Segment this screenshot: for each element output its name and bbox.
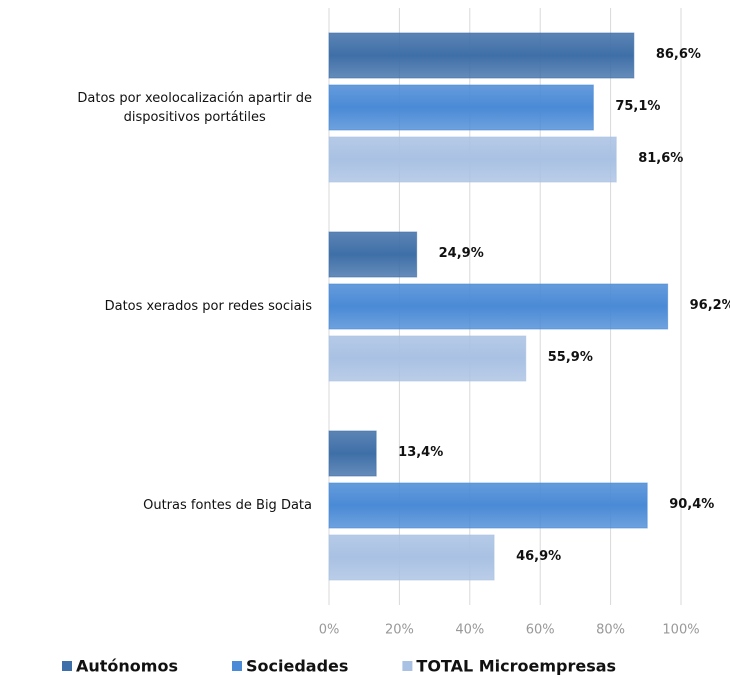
bar	[328, 534, 495, 581]
value-label: 81,6%	[638, 151, 683, 166]
category-label: Outras fontes de Big Data	[143, 498, 312, 513]
value-label: 86,6%	[656, 47, 701, 62]
x-tick-label: 100%	[662, 623, 699, 638]
bar	[328, 136, 617, 183]
x-tick-label: 80%	[596, 623, 625, 638]
bar	[328, 84, 594, 131]
legend-label: Sociedades	[246, 657, 348, 676]
value-label: 55,9%	[548, 350, 593, 365]
x-tick-label: 40%	[455, 623, 484, 638]
value-label: 75,1%	[615, 99, 660, 114]
category-label: Datos por xeolocalización apartir de disp…	[77, 91, 312, 125]
legend-swatch	[62, 661, 72, 671]
value-label: 13,4%	[398, 445, 443, 460]
bar	[328, 430, 377, 477]
bar	[328, 283, 669, 330]
x-tick-label: 60%	[526, 623, 555, 638]
category-label: Datos xerados por redes sociais	[105, 299, 313, 314]
legend-label: Autónomos	[76, 657, 178, 676]
value-label: 24,9%	[439, 246, 484, 261]
value-label: 90,4%	[669, 497, 714, 512]
legend-swatch	[402, 661, 413, 671]
bar	[328, 335, 527, 382]
x-tick-label: 0%	[319, 623, 340, 638]
x-tick-label: 20%	[385, 623, 414, 638]
bar	[328, 482, 648, 529]
value-label: 46,9%	[516, 549, 561, 564]
bar	[328, 32, 635, 79]
value-label: 96,2%	[690, 298, 730, 313]
bar	[328, 231, 418, 278]
legend-label: TOTAL Microempresas	[416, 657, 616, 676]
legend-swatch	[231, 661, 242, 671]
